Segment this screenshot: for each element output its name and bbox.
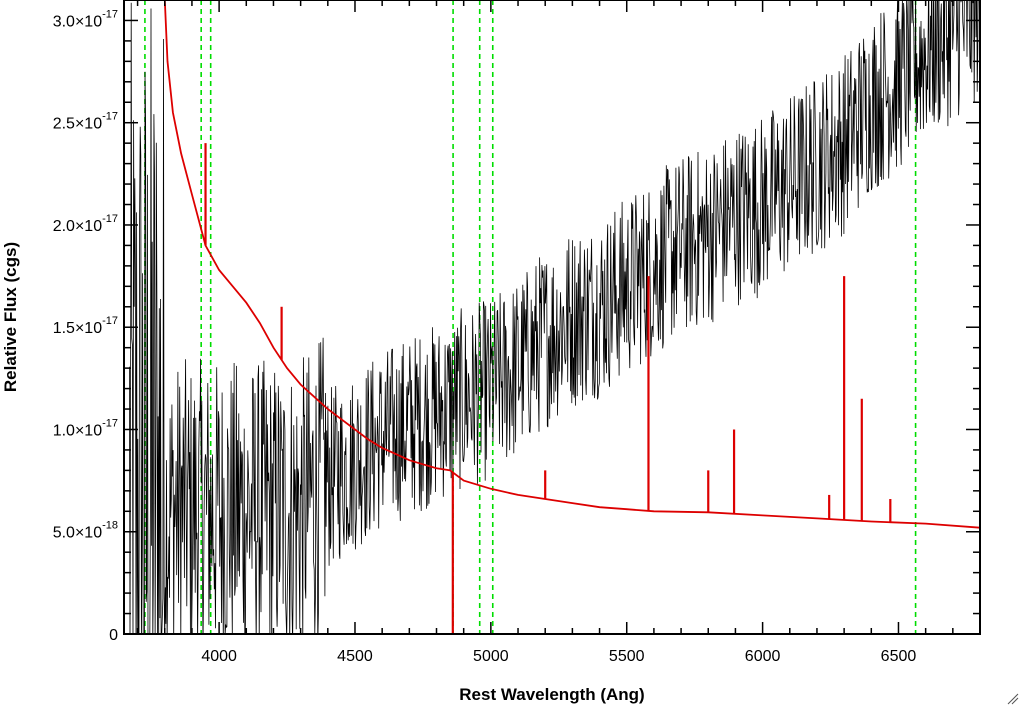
ticks — [124, 0, 981, 635]
y-tick-label: 2.0×10-17 — [53, 213, 118, 235]
resize-grip-icon[interactable] — [1007, 693, 1019, 705]
y-tick-label: 2.5×10-17 — [53, 111, 118, 133]
y-axis-title: Relative Flux (cgs) — [1, 242, 20, 392]
x-tick-label: 4000 — [201, 648, 237, 665]
x-tick-label: 6500 — [881, 648, 917, 665]
series-0-line — [129, 0, 980, 634]
series-1-line — [163, 0, 980, 529]
tick-labels: 4000 4500 5000 5500 6000 6500 0 5.0×10-18 1.0×10… — [53, 8, 917, 665]
y-tick-label: 0 — [109, 627, 118, 644]
x-tick-label: 5000 — [473, 648, 509, 665]
axes — [123, 0, 981, 635]
x-axis-title: Rest Wavelength (Ang) — [459, 685, 644, 704]
x-tick-label: 6000 — [745, 648, 781, 665]
y-tick-label: 5.0×10-18 — [53, 520, 118, 542]
y-tick-label: 1.0×10-17 — [53, 417, 118, 439]
reference-lines — [144, 0, 917, 634]
series-layer — [129, 0, 980, 634]
y-tick-label: 1.5×10-17 — [53, 315, 118, 337]
y-tick-label: 3.0×10-17 — [53, 8, 118, 30]
plot-frame — [123, 0, 981, 635]
x-tick-label: 4500 — [337, 648, 373, 665]
x-tick-label: 5500 — [609, 648, 645, 665]
